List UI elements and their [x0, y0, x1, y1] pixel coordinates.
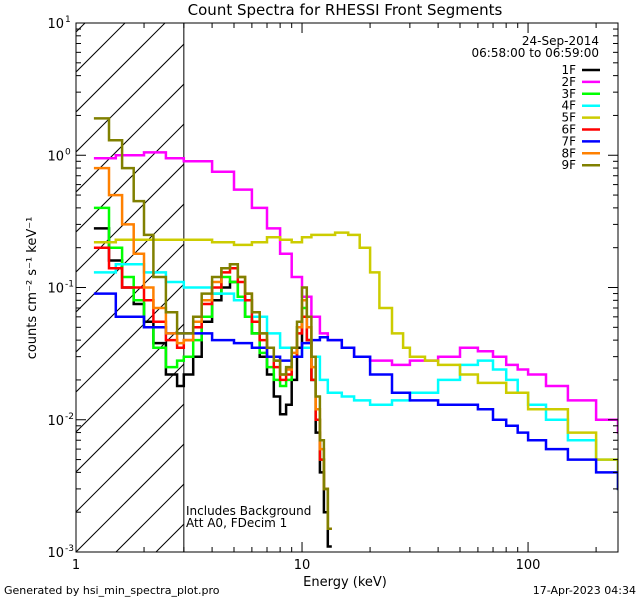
legend-label-9f: 9F	[561, 158, 576, 172]
x-tick-label: 10	[294, 558, 311, 573]
legend-label-7f: 7F	[561, 134, 576, 148]
y-tick-label: 10 -2	[47, 412, 74, 429]
svg-text:10: 10	[47, 17, 64, 32]
y-tick-label: 10 -1	[47, 280, 74, 297]
svg-text:10: 10	[47, 149, 64, 164]
hatch-line	[76, 403, 184, 513]
axis-ticks	[75, 23, 618, 553]
svg-text:10: 10	[47, 546, 64, 561]
x-axis-label: Energy (keV)	[303, 575, 387, 590]
annotation-attenuator: Att A0, FDecim 1	[186, 516, 287, 530]
series-line-7f	[93, 292, 618, 491]
render-date: 17-Apr-2023 04:34	[533, 584, 636, 597]
hatch-line	[76, 443, 184, 552]
x-tick-label: 100	[516, 558, 541, 573]
hatch-line	[76, 43, 184, 153]
legend-label-4f: 4F	[561, 99, 576, 113]
svg-text:10: 10	[47, 414, 64, 429]
svg-text:-3: -3	[65, 544, 74, 554]
y-tick-label: 10 1	[47, 15, 70, 32]
svg-text:0: 0	[65, 147, 71, 157]
hatch-line	[76, 283, 184, 393]
hatch-line	[76, 23, 166, 113]
legend-label-8f: 8F	[561, 146, 576, 160]
observation-time-range: 06:58:00 to 06:59:00	[472, 46, 599, 60]
svg-text:-2: -2	[65, 412, 74, 422]
chart-title: Count Spectra for RHESSI Front Segments	[188, 1, 503, 19]
annotation-background: Includes Background	[186, 504, 311, 518]
svg-text:1: 1	[65, 15, 71, 25]
x-tick-label: 1	[72, 558, 80, 573]
hatch-line	[76, 363, 184, 473]
svg-text:10: 10	[47, 282, 64, 297]
y-tick-label: 10 -3	[47, 544, 74, 561]
legend-label-2f: 2F	[561, 75, 576, 89]
y-axis-label: counts cm⁻² s⁻¹ keV⁻¹	[25, 217, 40, 360]
legend-label-5f: 5F	[561, 111, 576, 125]
legend-label-1f: 1F	[561, 63, 576, 77]
hatch-line	[76, 203, 184, 313]
hatch-line	[0, 23, 5, 552]
legend-label-6f: 6F	[561, 123, 576, 137]
series-line-2f	[93, 151, 618, 434]
hatch-line	[76, 83, 184, 193]
legend-label-3f: 3F	[561, 87, 576, 101]
series-layer	[93, 117, 618, 548]
observation-date: 24-Sep-2014	[522, 34, 599, 48]
generated-by: Generated by hsi_min_spectra_plot.pro	[4, 584, 220, 597]
series-line-9f	[93, 117, 332, 530]
svg-text:-1: -1	[65, 280, 74, 290]
plot-frame	[75, 22, 619, 553]
series-line-5f	[93, 231, 618, 491]
y-tick-label: 10 0	[47, 147, 71, 164]
